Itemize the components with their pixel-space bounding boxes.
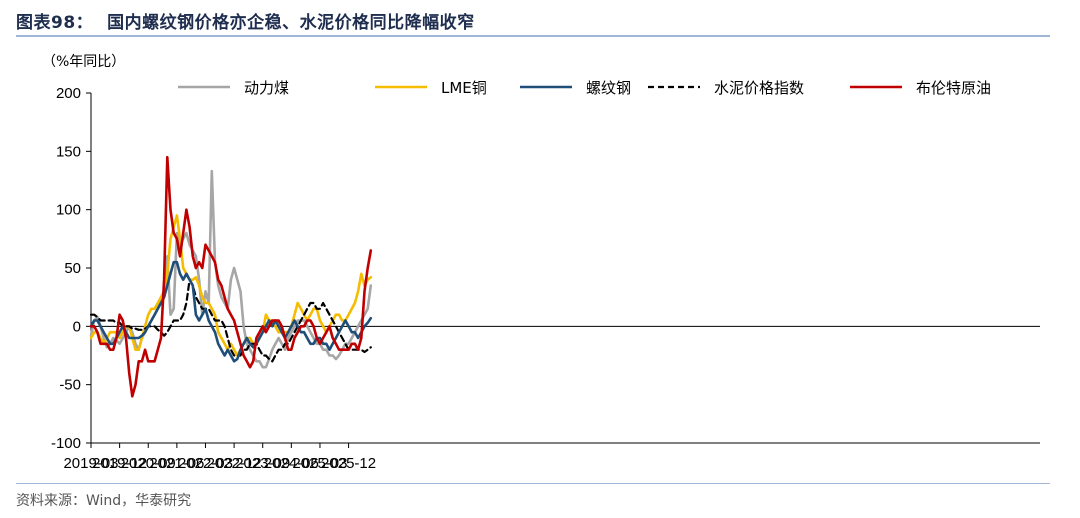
x-tick-label: 2019-12 xyxy=(92,455,147,472)
figure-title: 图表98： 国内螺纹钢价格亦企稳、水泥价格同比降幅收窄 xyxy=(16,8,475,33)
x-tick-label: 2022-03 xyxy=(178,455,233,472)
x-tick-label: 2021-06 xyxy=(149,455,204,472)
legend-label: 动力煤 xyxy=(244,79,289,97)
y-tick-label: 0 xyxy=(73,318,81,335)
y-tick-label: 150 xyxy=(56,143,81,160)
legend-label: 布伦特原油 xyxy=(916,79,991,97)
y-axis-unit: （%年同比） xyxy=(42,54,125,70)
y-tick-label: -50 xyxy=(59,377,81,394)
legend-label: 螺纹钢 xyxy=(586,79,631,97)
legend-label: LME铜 xyxy=(441,79,487,97)
y-tick-label: -100 xyxy=(51,435,81,452)
series-line-2 xyxy=(89,214,373,357)
series-line-4 xyxy=(89,278,372,363)
y-tick-label: 200 xyxy=(56,85,81,102)
title-divider xyxy=(16,35,1050,37)
series-line-1 xyxy=(89,169,373,369)
legend-label: 水泥价格指数 xyxy=(714,79,804,97)
x-tick-label: 2025-03 xyxy=(292,455,347,472)
line-chart: （%年同比）-100-500501001502002019-032019-122… xyxy=(42,54,1040,472)
y-tick-label: 50 xyxy=(64,260,81,277)
x-tick-label: 2024-06 xyxy=(264,455,319,472)
x-tick-label: 2022-12 xyxy=(207,455,262,472)
series-line-3 xyxy=(89,260,373,363)
y-tick-label: 100 xyxy=(56,202,81,219)
x-tick-label: 2020-09 xyxy=(121,455,176,472)
x-tick-label: 2025-12 xyxy=(321,455,376,472)
x-tick-label: 2019-03 xyxy=(63,455,118,472)
figure-label: 图表98： xyxy=(16,13,94,33)
x-tick-label: 2023-09 xyxy=(235,455,290,472)
source-note: 资料来源：Wind，华泰研究 xyxy=(16,493,192,509)
figure-title-text: 国内螺纹钢价格亦企稳、水泥价格同比降幅收窄 xyxy=(107,13,475,33)
series-line-5 xyxy=(89,155,373,398)
source-divider xyxy=(16,483,1050,484)
